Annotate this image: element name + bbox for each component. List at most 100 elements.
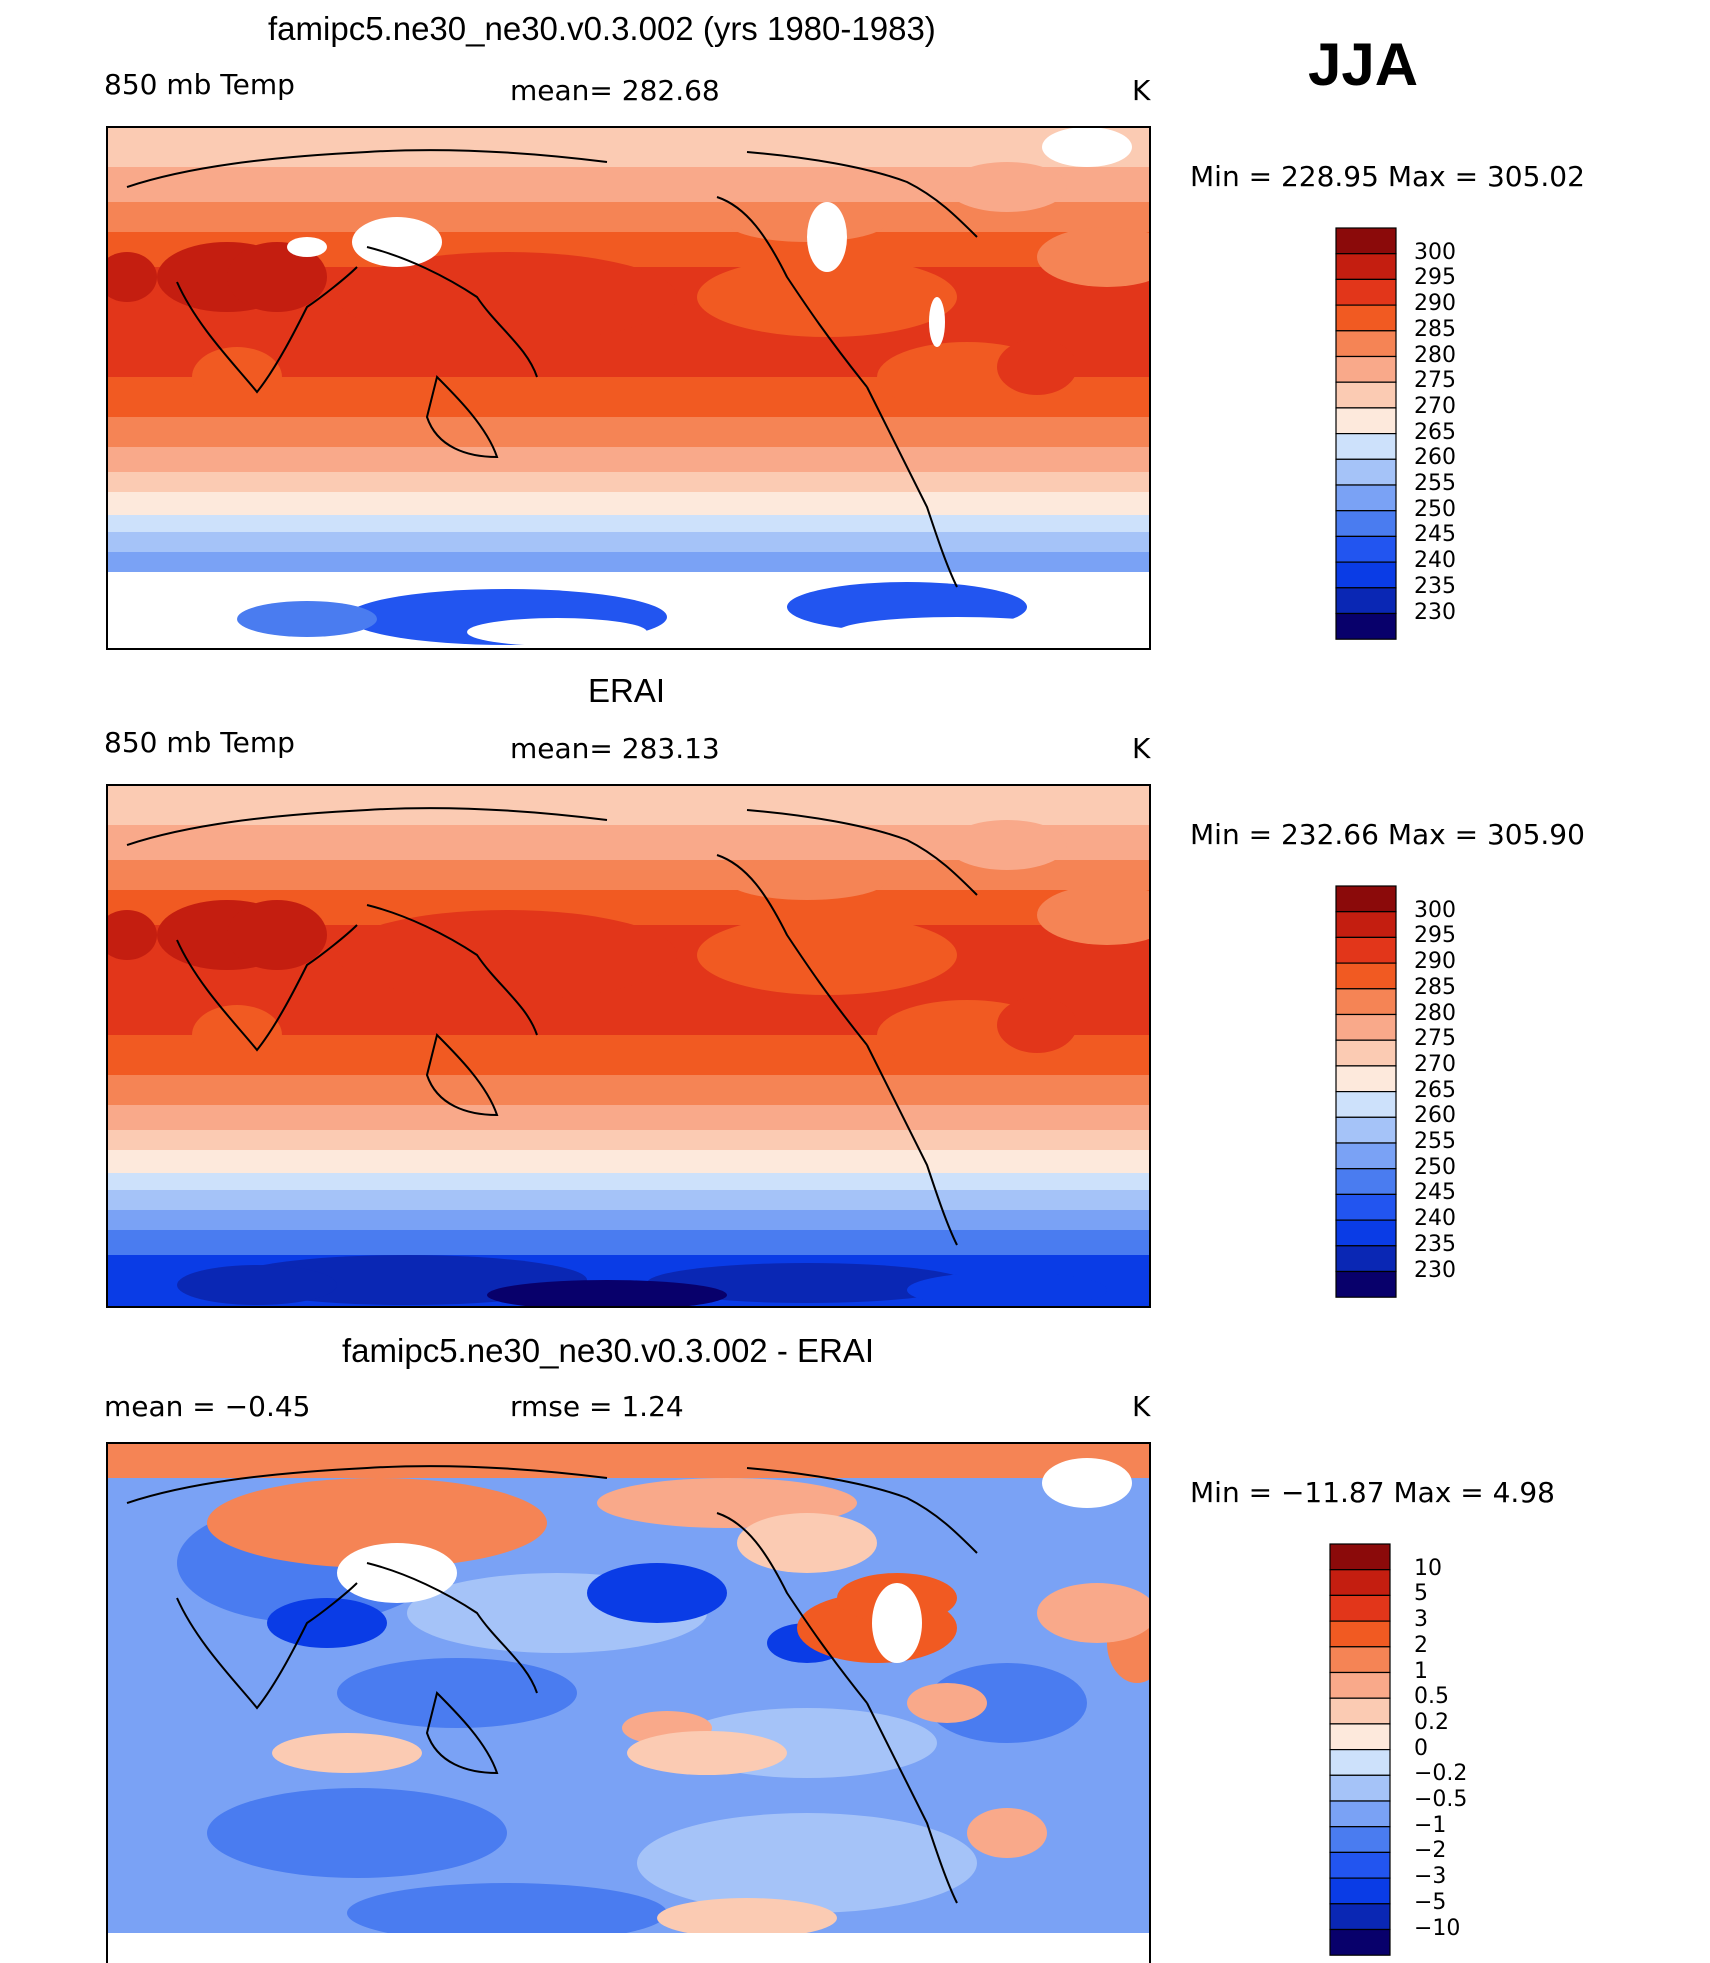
colorbar-swatch bbox=[1335, 885, 1397, 913]
colorbar-swatch bbox=[1335, 535, 1397, 563]
field-patch bbox=[467, 618, 647, 646]
field-patch bbox=[487, 1280, 727, 1307]
colorbar-swatch bbox=[1335, 278, 1397, 306]
colorbar-swatch bbox=[1329, 1569, 1391, 1596]
colorbar-tick-label: 0.2 bbox=[1414, 1709, 1449, 1735]
colorbar-tick-label: 250 bbox=[1414, 496, 1456, 522]
colorbar-swatch bbox=[1335, 587, 1397, 615]
panel-obs-map bbox=[107, 785, 1150, 1307]
coastline bbox=[716, 196, 868, 388]
coastline bbox=[866, 1044, 958, 1246]
colorbar-tick-label: 290 bbox=[1414, 949, 1456, 975]
field-patch bbox=[997, 339, 1077, 395]
colorbar-tick-label: 280 bbox=[1414, 1000, 1456, 1026]
colorbar-tick-label: 295 bbox=[1414, 923, 1456, 949]
season-label: JJA bbox=[1308, 31, 1419, 98]
panel-diff-units: K bbox=[1132, 1390, 1151, 1423]
panel-model-map bbox=[107, 127, 1277, 649]
colorbar-swatch bbox=[1335, 962, 1397, 990]
colorbar-swatch bbox=[1329, 1723, 1391, 1751]
panel-model-minmax: Min = 228.95 Max = 305.02 bbox=[1190, 160, 1585, 193]
field-patch bbox=[107, 252, 157, 302]
colorbar-swatch bbox=[1335, 381, 1397, 409]
field-patch bbox=[1037, 227, 1150, 287]
field-patch bbox=[227, 242, 327, 312]
field-patch bbox=[727, 860, 887, 900]
colorbar-tick-label: 240 bbox=[1414, 548, 1456, 574]
panel-model-units: K bbox=[1132, 74, 1151, 107]
field-patch bbox=[647, 1263, 967, 1303]
colorbar-swatch bbox=[1335, 612, 1397, 640]
field-patch bbox=[587, 1563, 727, 1623]
field-patch bbox=[272, 1733, 422, 1773]
colorbar-swatch bbox=[1335, 911, 1397, 939]
colorbar-swatch bbox=[1335, 355, 1397, 383]
colorbar-tick-label: 240 bbox=[1414, 1206, 1456, 1232]
field-patch bbox=[637, 1813, 977, 1913]
field-band bbox=[107, 1210, 1150, 1231]
field-patch bbox=[107, 910, 157, 960]
field-patch bbox=[227, 900, 327, 970]
colorbar-tick-label: 250 bbox=[1414, 1154, 1456, 1180]
colorbar-swatch bbox=[1335, 988, 1397, 1016]
colorbar-tick-label: 265 bbox=[1414, 1077, 1456, 1103]
panel-obs-units: K bbox=[1132, 732, 1151, 765]
colorbar-tick-label: 300 bbox=[1414, 239, 1456, 265]
colorbar-tick-label: −2 bbox=[1414, 1838, 1447, 1864]
field-patch bbox=[207, 1478, 547, 1568]
colorbar-swatch bbox=[1329, 1800, 1391, 1828]
field-patch bbox=[1197, 239, 1277, 315]
field-patch bbox=[907, 1683, 987, 1723]
field-patch bbox=[267, 1598, 387, 1648]
colorbar-swatch bbox=[1329, 1646, 1391, 1674]
coastline bbox=[366, 246, 538, 378]
field-band bbox=[107, 552, 1150, 573]
colorbar-swatch bbox=[1335, 253, 1397, 280]
field-patch bbox=[947, 820, 1067, 870]
field-patch bbox=[337, 910, 677, 1000]
field-patch bbox=[352, 217, 442, 267]
colorbar-swatch bbox=[1329, 1594, 1391, 1622]
field-band bbox=[107, 1443, 1150, 1479]
field-patch bbox=[1037, 1583, 1150, 1643]
coastline bbox=[866, 386, 958, 588]
field-patch bbox=[907, 1272, 1107, 1307]
panel-diff-rmse-label: rmse = 1.24 bbox=[510, 1390, 684, 1423]
colorbar-tick-label: 285 bbox=[1414, 974, 1456, 1000]
panel-diff-map bbox=[107, 1443, 1150, 1963]
colorbar-tick-label: 235 bbox=[1414, 573, 1456, 599]
colorbar-swatch bbox=[1335, 304, 1397, 332]
colorbar-swatch bbox=[1329, 1748, 1391, 1776]
colorbar-tick-label: −0.5 bbox=[1414, 1787, 1468, 1812]
field-band bbox=[107, 785, 1150, 826]
colorbar-swatch bbox=[1329, 1903, 1391, 1931]
colorbar-tick-label: 230 bbox=[1414, 1257, 1456, 1283]
coastline bbox=[176, 266, 358, 394]
colorbar-tick-label: 270 bbox=[1414, 393, 1456, 419]
field-patch bbox=[837, 617, 1077, 647]
colorbar-tick-label: −5 bbox=[1414, 1889, 1447, 1915]
colorbar-swatch bbox=[1335, 1013, 1397, 1041]
colorbar-tick-label: 2 bbox=[1414, 1632, 1428, 1658]
panel-obs-variable-label: 850 mb Temp bbox=[104, 726, 295, 759]
colorbar-swatch bbox=[1335, 1142, 1397, 1170]
coastline bbox=[425, 1033, 499, 1117]
colorbar-tick-label: −1 bbox=[1414, 1812, 1447, 1838]
colorbar-tick-label: 1 bbox=[1414, 1658, 1428, 1684]
colorbar-tick-label: 270 bbox=[1414, 1051, 1456, 1077]
field-band bbox=[107, 127, 1150, 168]
colorbar-swatch bbox=[1329, 1774, 1391, 1802]
colorbar-tick-label: 0.5 bbox=[1414, 1684, 1449, 1710]
field-band bbox=[107, 1130, 1150, 1151]
colorbar-tick-label: 255 bbox=[1414, 471, 1456, 496]
field-patch bbox=[1042, 127, 1132, 167]
colorbar-swatch bbox=[1335, 227, 1397, 255]
field-patch bbox=[727, 202, 887, 242]
field-band bbox=[107, 515, 1150, 533]
field-patch bbox=[967, 1808, 1047, 1858]
field-patch bbox=[697, 257, 957, 337]
field-patch bbox=[192, 1005, 282, 1065]
colorbar-tick-label: 275 bbox=[1414, 368, 1456, 394]
field-band bbox=[107, 1230, 1150, 1256]
coastline bbox=[746, 809, 978, 896]
